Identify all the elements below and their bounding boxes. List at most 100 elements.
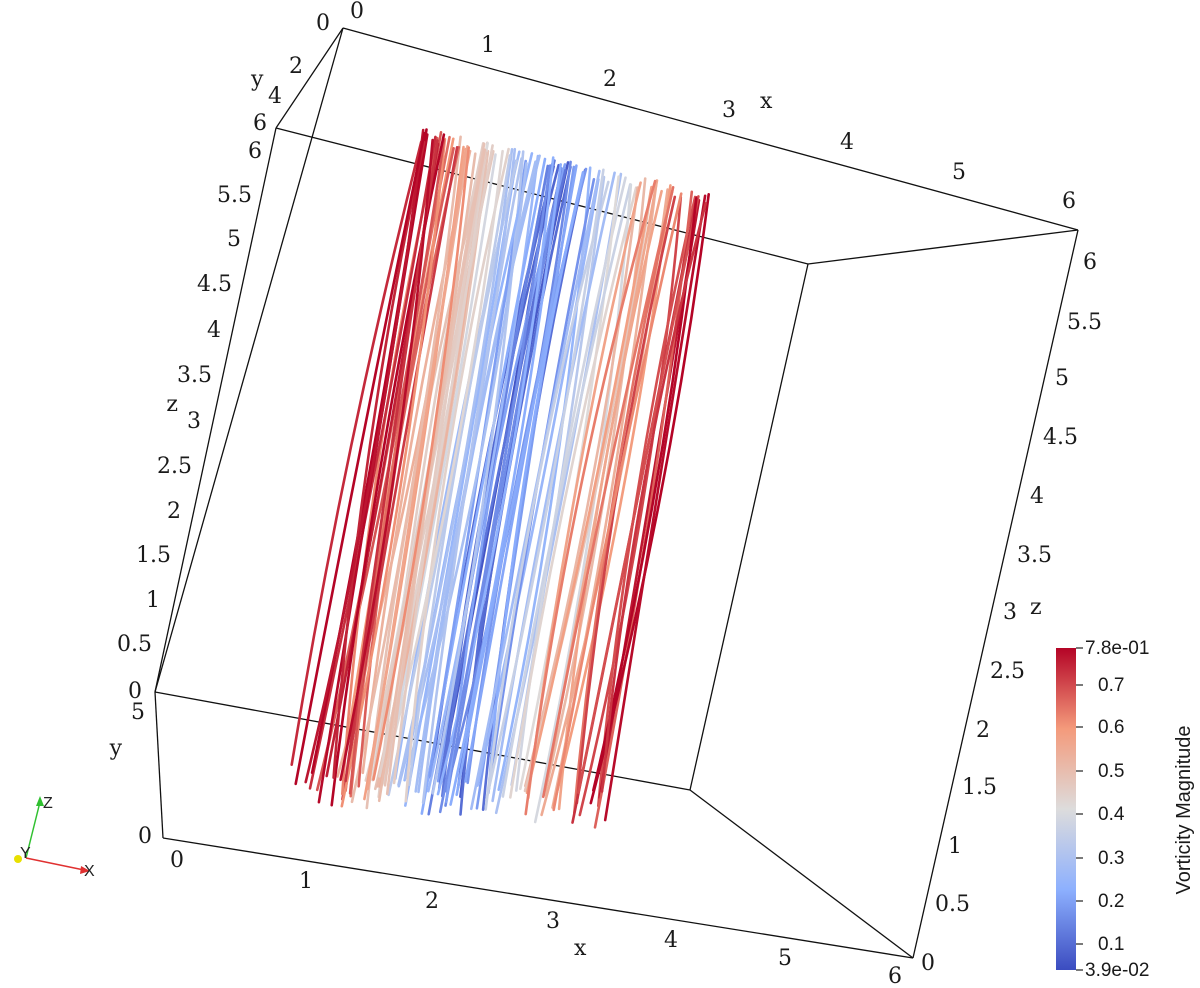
bottom-x-tick: 2 — [425, 889, 439, 914]
top-y-tick: 6 — [253, 111, 267, 136]
streamline — [431, 150, 525, 795]
right-z-tick: 6 — [1083, 250, 1097, 275]
colorbar-tick: 0.4 — [1098, 804, 1125, 825]
top-x-tick: 3 — [722, 98, 736, 123]
right-z-axis-label: z — [1030, 595, 1042, 620]
right-z-tick: 5.5 — [1067, 310, 1102, 335]
streamline — [404, 147, 510, 803]
streamline — [392, 149, 487, 785]
streamline — [464, 164, 578, 783]
right-z-tick: 4.5 — [1043, 425, 1078, 450]
streamline — [377, 152, 477, 803]
top-y-axis-label: y — [250, 67, 264, 92]
streamline — [383, 153, 497, 782]
streamline — [332, 140, 426, 779]
top-x-axis: 0 1 2 3 4 5 6 x — [350, 0, 1076, 214]
streamline — [339, 138, 434, 782]
streamline — [317, 133, 429, 804]
right-z-tick: 3 — [1003, 600, 1017, 625]
orientation-triad: Z Y X — [14, 795, 95, 880]
streamline — [484, 180, 610, 811]
top-x-tick: 2 — [603, 67, 617, 92]
streamline — [397, 148, 514, 787]
left-z-tick: 1 — [146, 588, 160, 613]
streamline — [349, 135, 451, 798]
streamline — [444, 166, 563, 807]
streamline — [294, 131, 426, 786]
streamline — [603, 194, 707, 822]
streamline — [340, 137, 447, 808]
left-z-tick: 5 — [227, 227, 241, 252]
colorbar-tick: 0.7 — [1098, 675, 1124, 696]
bottom-x-tick: 4 — [664, 928, 678, 953]
streamline — [509, 186, 638, 799]
streamline — [577, 195, 700, 794]
bounding-box — [154, 27, 1079, 959]
colorbar-tick: 0.3 — [1098, 848, 1124, 869]
streamline — [308, 135, 437, 790]
streamline — [366, 147, 468, 790]
left-z-tick: 6 — [248, 139, 262, 164]
right-z-tick: 0 — [921, 951, 935, 976]
streamline — [542, 189, 674, 799]
streamline — [421, 157, 523, 804]
streamline — [501, 183, 632, 798]
colorbar-tick: 0.1 — [1098, 934, 1124, 955]
top-x-tick: 6 — [1062, 189, 1076, 214]
streamline — [524, 179, 657, 816]
streamline — [525, 185, 653, 795]
bottom-x-tick: 1 — [299, 869, 313, 894]
bottom-x-tick: 6 — [888, 964, 902, 988]
top-y-tick: 2 — [289, 54, 303, 79]
streamline — [589, 193, 710, 805]
colorbar-tick: 0.6 — [1098, 717, 1124, 738]
left-z-tick: 4 — [207, 318, 221, 343]
streamline — [290, 140, 423, 766]
top-y-tick: 4 — [268, 84, 282, 109]
streamline — [573, 186, 675, 814]
left-z-tick: 0 — [128, 679, 142, 704]
right-z-tick: 1 — [948, 834, 962, 859]
right-z-axis: 6 5.5 5 4.5 4 3.5 3 2.5 2 1.5 1 0.5 0 z — [921, 250, 1102, 976]
bottom-x-tick: 0 — [170, 848, 184, 873]
left-y-axis: 5 0 y — [109, 700, 152, 849]
top-x-tick: 1 — [481, 33, 495, 58]
streamline — [438, 164, 552, 814]
streamline — [524, 186, 639, 788]
streamline — [372, 146, 470, 781]
left-z-tick: 4.5 — [197, 272, 232, 297]
top-y-tick: 0 — [316, 11, 330, 36]
right-z-tick: 4 — [1030, 484, 1044, 509]
bottom-x-axis: 0 1 2 3 4 5 6 x — [170, 848, 902, 988]
triad-x-label: X — [84, 863, 95, 880]
bottom-x-tick: 5 — [778, 946, 792, 971]
streamlines — [290, 128, 710, 829]
left-z-tick: 2 — [167, 499, 181, 524]
streamline — [304, 128, 425, 784]
left-z-axis: 6 5.5 5 4.5 4 3.5 3 2.5 2 1.5 1 0.5 0 z — [117, 139, 262, 704]
top-y-axis: 0 2 4 6 y — [250, 11, 330, 136]
streamline — [552, 192, 683, 812]
colorbar-tick: 0.2 — [1098, 891, 1124, 912]
streamline — [403, 162, 528, 780]
streamline — [491, 171, 616, 803]
top-x-axis-label: x — [760, 89, 773, 114]
bottom-x-axis-label: x — [574, 936, 587, 961]
right-z-tick: 2 — [976, 718, 990, 743]
left-y-tick: 0 — [138, 824, 152, 849]
left-z-tick: 5.5 — [217, 183, 252, 208]
left-y-axis-label: y — [109, 736, 123, 761]
right-z-tick: 1.5 — [962, 775, 997, 800]
right-z-tick: 3.5 — [1017, 543, 1052, 568]
streamline — [578, 195, 683, 817]
colorbar-legend: 7.8e-01 0.7 0.6 0.5 0.4 0.3 0.2 0.1 3.9e… — [1056, 638, 1195, 981]
left-y-tick: 5 — [131, 700, 145, 725]
bottom-x-tick: 3 — [546, 909, 560, 934]
streamline — [427, 154, 540, 793]
left-z-tick: 2.5 — [157, 454, 192, 479]
streamline — [600, 202, 707, 793]
left-z-tick: 3 — [187, 409, 201, 434]
top-x-tick: 4 — [840, 130, 854, 155]
triad-z-label: Z — [43, 795, 53, 812]
